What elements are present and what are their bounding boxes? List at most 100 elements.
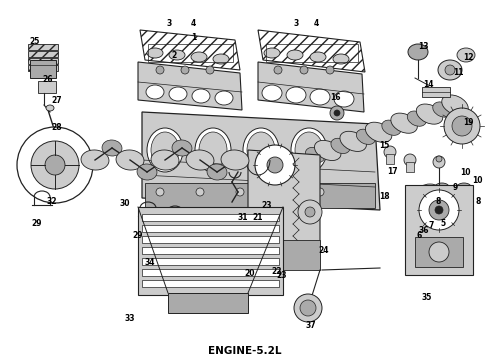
Text: 11: 11 xyxy=(453,68,464,77)
Polygon shape xyxy=(248,150,320,270)
Circle shape xyxy=(435,206,443,214)
Text: 23: 23 xyxy=(276,271,287,280)
Ellipse shape xyxy=(147,48,163,58)
Ellipse shape xyxy=(442,95,468,115)
Circle shape xyxy=(452,116,472,136)
Ellipse shape xyxy=(416,104,443,124)
Ellipse shape xyxy=(424,188,436,196)
Text: 34: 34 xyxy=(144,258,155,267)
Text: 14: 14 xyxy=(423,80,434,89)
Ellipse shape xyxy=(192,89,210,103)
Ellipse shape xyxy=(147,128,183,172)
Text: 31: 31 xyxy=(237,213,248,222)
Text: 4: 4 xyxy=(314,19,318,28)
Text: 27: 27 xyxy=(51,96,62,105)
Polygon shape xyxy=(140,30,240,70)
Circle shape xyxy=(384,146,396,158)
Ellipse shape xyxy=(51,131,61,139)
Circle shape xyxy=(267,157,283,173)
Ellipse shape xyxy=(186,150,214,170)
Ellipse shape xyxy=(454,196,466,204)
Circle shape xyxy=(236,188,244,196)
Circle shape xyxy=(300,300,316,316)
Bar xyxy=(406,162,414,172)
Bar xyxy=(461,212,467,220)
Ellipse shape xyxy=(169,50,185,60)
Ellipse shape xyxy=(247,132,275,168)
Text: 13: 13 xyxy=(418,42,429,51)
Ellipse shape xyxy=(151,132,179,168)
Text: 20: 20 xyxy=(245,269,255,278)
Circle shape xyxy=(316,188,324,196)
Polygon shape xyxy=(142,112,380,210)
Circle shape xyxy=(181,66,189,74)
Circle shape xyxy=(326,66,334,74)
Ellipse shape xyxy=(340,131,367,152)
Text: 17: 17 xyxy=(387,166,397,176)
Circle shape xyxy=(196,188,204,196)
Circle shape xyxy=(274,66,282,74)
Polygon shape xyxy=(258,30,365,72)
Bar xyxy=(266,44,358,62)
Circle shape xyxy=(298,200,322,224)
Ellipse shape xyxy=(116,150,144,170)
Circle shape xyxy=(419,190,459,230)
Bar xyxy=(142,280,279,287)
Ellipse shape xyxy=(408,44,428,60)
Ellipse shape xyxy=(295,132,323,168)
Ellipse shape xyxy=(457,48,475,62)
Circle shape xyxy=(445,65,455,75)
Circle shape xyxy=(300,66,308,74)
Circle shape xyxy=(294,294,322,322)
Circle shape xyxy=(330,106,344,120)
Text: 18: 18 xyxy=(379,192,390,201)
Ellipse shape xyxy=(457,183,471,191)
Circle shape xyxy=(258,236,286,264)
Text: 29: 29 xyxy=(31,219,42,228)
Bar xyxy=(142,258,279,265)
Text: 22: 22 xyxy=(271,267,282,276)
Circle shape xyxy=(276,188,284,196)
Bar xyxy=(138,207,283,295)
Text: 29: 29 xyxy=(132,231,143,240)
Bar xyxy=(28,65,58,71)
Text: 37: 37 xyxy=(306,321,317,330)
Bar xyxy=(30,60,56,78)
Ellipse shape xyxy=(286,87,306,103)
Ellipse shape xyxy=(213,54,229,64)
Ellipse shape xyxy=(382,120,401,135)
Ellipse shape xyxy=(169,87,187,101)
Text: 3: 3 xyxy=(294,19,299,28)
Ellipse shape xyxy=(221,150,249,170)
Circle shape xyxy=(31,141,79,189)
Text: 16: 16 xyxy=(330,93,341,102)
Text: 33: 33 xyxy=(124,314,135,323)
Ellipse shape xyxy=(287,50,303,60)
Circle shape xyxy=(334,110,340,116)
Text: 23: 23 xyxy=(262,201,272,210)
Circle shape xyxy=(404,154,416,166)
Ellipse shape xyxy=(191,52,207,62)
Ellipse shape xyxy=(331,138,350,153)
Bar xyxy=(168,293,248,313)
Text: 15: 15 xyxy=(379,141,390,150)
Ellipse shape xyxy=(310,52,326,62)
Ellipse shape xyxy=(264,48,280,58)
Ellipse shape xyxy=(81,150,109,170)
Ellipse shape xyxy=(366,122,392,142)
Bar xyxy=(415,237,463,267)
Circle shape xyxy=(444,108,480,144)
Text: 28: 28 xyxy=(51,123,62,132)
Bar xyxy=(142,269,279,276)
Ellipse shape xyxy=(215,91,233,105)
Circle shape xyxy=(255,145,295,185)
Circle shape xyxy=(45,155,65,175)
Ellipse shape xyxy=(418,184,442,200)
Bar xyxy=(28,44,58,50)
Ellipse shape xyxy=(407,111,426,126)
Text: 7: 7 xyxy=(429,220,434,230)
Bar xyxy=(386,154,394,164)
Ellipse shape xyxy=(195,128,231,172)
Bar xyxy=(145,183,375,208)
Circle shape xyxy=(429,200,449,220)
